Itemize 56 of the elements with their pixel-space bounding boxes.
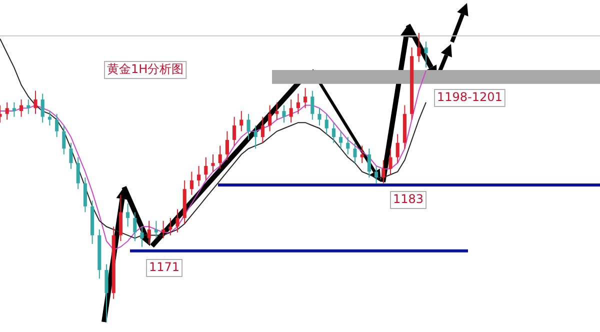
candlestick [211,154,215,172]
candlestick [275,102,279,120]
candlestick [34,90,38,114]
candlestick [5,102,9,120]
candlestick [282,104,286,124]
candlestick [254,124,258,150]
candlestick [318,108,322,126]
candlestick [324,113,328,135]
candlestick [126,203,130,228]
candlestick [133,212,137,242]
candlestick [232,116,236,146]
candlestick [190,171,194,196]
candlestick [289,98,293,124]
annotation: 1183 [393,192,424,206]
candlestick [69,142,73,170]
candlestick [339,130,343,150]
candlestick [268,104,272,132]
candlestick [140,226,144,248]
candlestick [104,264,108,322]
candlestick [12,102,16,118]
candlestick [147,220,151,244]
candlestick [55,113,59,138]
candlestick [20,98,24,118]
candlestick [62,124,66,155]
candlestick [83,177,87,213]
candlestick [310,90,314,120]
candlestick [225,130,229,161]
candlestick [40,93,44,124]
candlestick [168,217,172,236]
candlestick [382,160,386,184]
candlestick [162,220,166,239]
candlestick [424,41,428,68]
candlestick [388,148,392,176]
candlestick [76,156,80,190]
candlestick [246,113,250,140]
candlestick [353,142,357,164]
candlestick [374,165,378,184]
candlestick [346,136,350,155]
candlestick [204,156,208,181]
candlestick [296,93,300,114]
candlestick [197,165,201,187]
candlestick [176,208,180,233]
candlestick [218,145,222,170]
candlestick [240,110,244,132]
candlestick [154,220,158,239]
candlestick [367,148,371,178]
annotation: 1171 [149,260,180,274]
text: 黄金1H分析图 [107,62,184,76]
candlestick [332,122,336,144]
candlestick [360,145,364,164]
candlestick [304,87,308,109]
candlestick [118,194,122,242]
candlestick [417,32,421,62]
candlestick [260,116,264,144]
text: 1198-1201 [437,90,502,104]
candlestick [396,134,400,164]
